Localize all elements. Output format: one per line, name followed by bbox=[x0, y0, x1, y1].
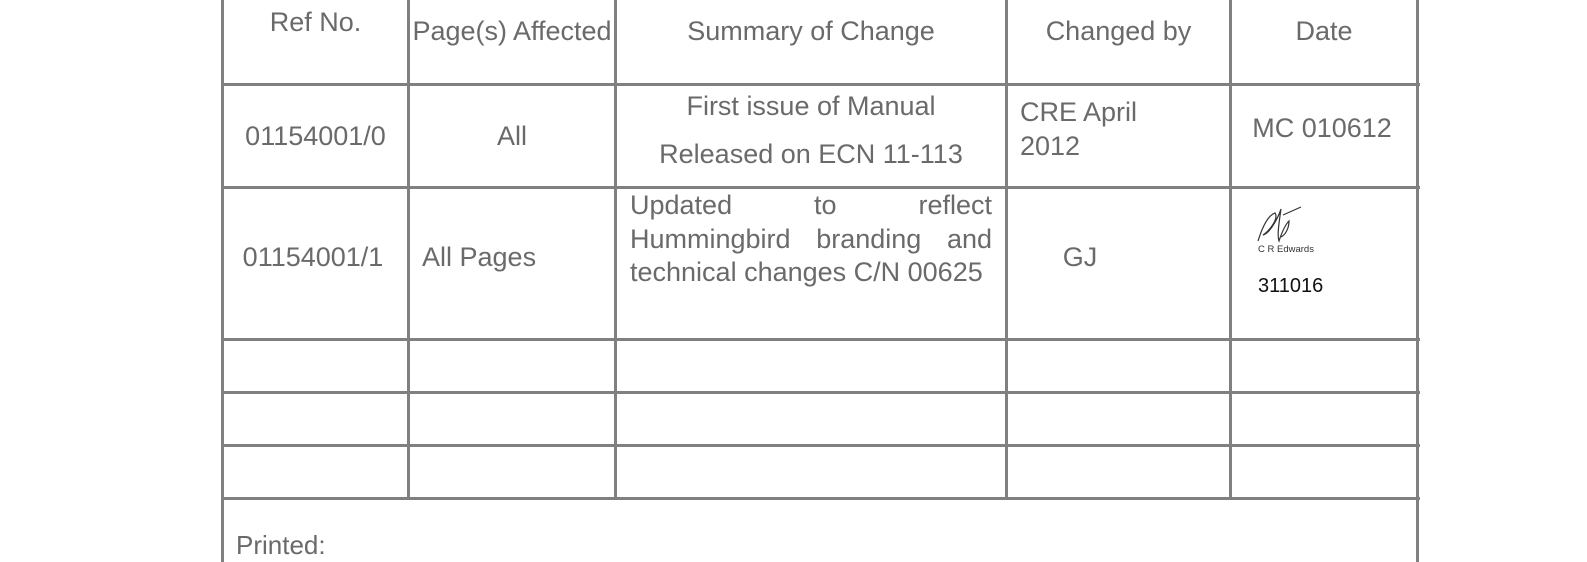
header-changed-by: Changed by bbox=[1045, 16, 1192, 46]
header-pages-affected: Page(s) Affected bbox=[412, 15, 612, 46]
changed-by-cell: CRE April 2012 bbox=[1020, 97, 1138, 161]
summary-cell: Updated to reflect Hummingbird branding … bbox=[630, 190, 992, 287]
printed-label: Printed: bbox=[236, 530, 326, 560]
ref-cell: 01154001/1 bbox=[242, 241, 384, 272]
changed-by-cell: GJ bbox=[1062, 241, 1098, 272]
summary-line-2: Released on ECN 11-113 bbox=[659, 139, 963, 169]
header-ref-no: Ref No. bbox=[269, 7, 362, 37]
header-summary: Summary of Change bbox=[687, 16, 935, 46]
pages-cell: All bbox=[496, 121, 527, 151]
signature-image bbox=[1257, 206, 1302, 243]
date-cell: MC 010612 bbox=[1252, 113, 1392, 143]
date-cell: 311016 bbox=[1258, 275, 1324, 297]
summary-line-1: First issue of Manual bbox=[686, 91, 936, 121]
pages-cell: All Pages bbox=[422, 241, 537, 272]
signature-name: C R Edwards bbox=[1258, 244, 1314, 255]
header-date: Date bbox=[1295, 16, 1353, 46]
ref-cell: 01154001/0 bbox=[245, 121, 386, 151]
